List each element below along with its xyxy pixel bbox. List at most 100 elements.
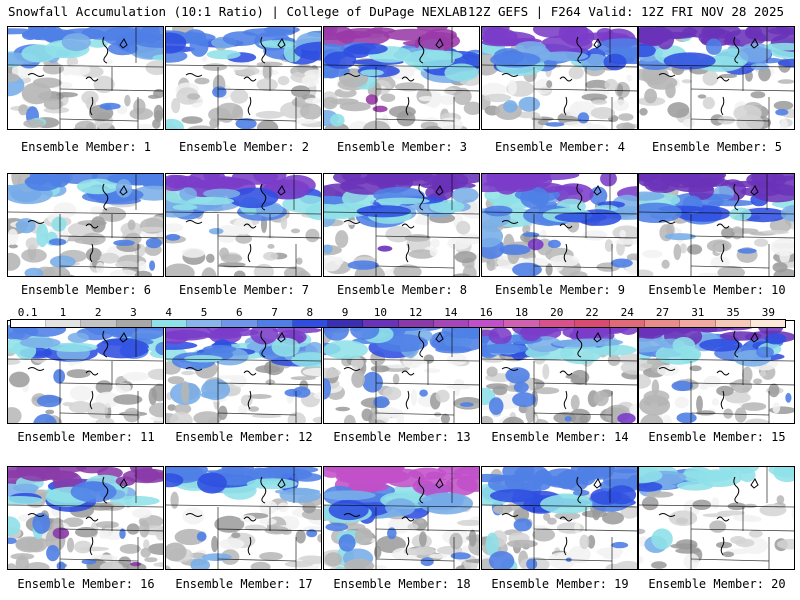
ensemble-map-panel [7, 466, 164, 570]
colorbar-swatch [11, 320, 47, 327]
ensemble-member-label: Ensemble Member: 18 [333, 577, 471, 591]
snowfall-map [324, 27, 479, 129]
run-info: 12Z GEFS | F264 Valid: 12Z FRI NOV 28 20… [467, 4, 784, 19]
ensemble-member-label: Ensemble Member: 20 [648, 577, 786, 591]
snowfall-map [8, 467, 163, 569]
ensemble-member-label: Ensemble Member: 17 [175, 577, 313, 591]
snowfall-map [166, 174, 321, 276]
ensemble-member-label: Ensemble Member: 7 [178, 283, 310, 297]
colorbar-label: 16 [479, 306, 493, 319]
colorbar-swatch [187, 320, 223, 327]
colorbar-swatch [645, 320, 681, 327]
colorbar-swatch [222, 320, 258, 327]
snowfall-map [482, 27, 637, 129]
ensemble-map-panel [638, 26, 795, 130]
ensemble-member-label: Ensemble Member: 3 [336, 140, 468, 154]
colorbar-swatch [680, 320, 716, 327]
ensemble-member-label: Ensemble Member: 2 [178, 140, 310, 154]
ensemble-member-label: Ensemble Member: 11 [17, 430, 155, 444]
colorbar-label: 1 [59, 306, 67, 319]
snowfall-map [639, 467, 794, 569]
snowfall-map [639, 321, 794, 423]
ensemble-map-panel [638, 466, 795, 570]
snowfall-map [324, 321, 479, 423]
snowfall-map [324, 174, 479, 276]
colorbar-labels: 0.1 1 2 3 4 5 6 7 8 9 10 12 14 16 18 20 22 24 27 31 35 39 [10, 306, 786, 319]
colorbar-label: 10 [373, 306, 387, 319]
colorbar-swatch [750, 320, 786, 327]
ensemble-map-panel [323, 466, 480, 570]
snowfall-map [324, 467, 479, 569]
colorbar-swatch [574, 320, 610, 327]
colorbar-label: 27 [655, 306, 670, 319]
colorbar-label: 4 [165, 306, 173, 319]
ensemble-member-label: Ensemble Member: 10 [648, 283, 786, 297]
snowfall-map [482, 321, 637, 423]
ensemble-map-panel [638, 173, 795, 277]
ensemble-map-panel [323, 173, 480, 277]
snowfall-map [639, 174, 794, 276]
colorbar-label: 9 [341, 306, 349, 319]
colorbar-swatch [46, 320, 82, 327]
colorbar-legend: 0.1 1 2 3 4 5 6 7 8 9 10 12 14 16 18 20 22 24 27 31 35 39 [10, 306, 786, 328]
ensemble-map-panel [323, 26, 480, 130]
ensemble-member-label: Ensemble Member: 13 [333, 430, 471, 444]
ensemble-map-panel [481, 26, 638, 130]
colorbar-label: 0.1 [17, 306, 38, 319]
colorbar-swatch [609, 320, 646, 327]
map-title: Snowfall Accumulation (10:1 Ratio) | Col… [8, 4, 468, 19]
colorbar-label: 20 [550, 306, 564, 319]
ensemble-map-panel [7, 320, 164, 424]
ensemble-member-label: Ensemble Member: 16 [17, 577, 155, 591]
colorbar-swatch [328, 320, 364, 327]
snowfall-map [166, 467, 321, 569]
ensemble-map-panel [481, 466, 638, 570]
ensemble-member-label: Ensemble Member: 12 [175, 430, 313, 444]
ensemble-map-panel [638, 320, 795, 424]
colorbar-swatch [81, 320, 117, 327]
colorbar-swatch [398, 320, 434, 327]
colorbar-label: 12 [409, 306, 423, 319]
snowfall-map [8, 27, 163, 129]
ensemble-member-label: Ensemble Member: 15 [648, 430, 786, 444]
colorbar-swatch [469, 320, 505, 327]
colorbar-label: 14 [444, 306, 458, 319]
ensemble-member-label: Ensemble Member: 19 [491, 577, 629, 591]
snowfall-map [639, 27, 794, 129]
ensemble-member-label: Ensemble Member: 1 [20, 140, 152, 154]
colorbar-swatch [539, 320, 575, 327]
ensemble-map-panel [323, 320, 480, 424]
colorbar-label: 6 [235, 306, 243, 319]
ensemble-member-label: Ensemble Member: 14 [491, 430, 629, 444]
ensemble-map-panel [481, 320, 638, 424]
snowfall-map [8, 174, 163, 276]
ensemble-member-label: Ensemble Member: 9 [494, 283, 626, 297]
ensemble-map-panel [165, 173, 322, 277]
snowfall-map [482, 467, 637, 569]
colorbar-label: 22 [585, 306, 599, 319]
colorbar-swatch [433, 320, 470, 327]
colorbar-label: 18 [514, 306, 529, 319]
snowfall-map [166, 321, 321, 423]
colorbar-swatch [116, 320, 152, 327]
colorbar-swatch [292, 320, 329, 327]
ensemble-map-panel [481, 173, 638, 277]
snowfall-map [482, 174, 637, 276]
colorbar-label: 35 [726, 306, 740, 319]
ensemble-map-panel [7, 173, 164, 277]
ensemble-map-panel [165, 320, 322, 424]
colorbar-label: 24 [620, 306, 634, 319]
ensemble-map-panel [7, 26, 164, 130]
ensemble-member-label: Ensemble Member: 6 [20, 283, 152, 297]
colorbar-label: 5 [200, 306, 208, 319]
colorbar-swatch [151, 320, 188, 327]
ensemble-member-label: Ensemble Member: 5 [651, 140, 783, 154]
colorbar-swatch [257, 320, 293, 327]
colorbar-label: 3 [130, 306, 137, 319]
colorbar-label: 2 [94, 306, 102, 319]
ensemble-member-label: Ensemble Member: 4 [494, 140, 626, 154]
colorbar-label: 7 [271, 306, 278, 319]
colorbar-label: 39 [761, 306, 775, 319]
ensemble-map-panel [165, 26, 322, 130]
colorbar-swatch [715, 320, 751, 327]
